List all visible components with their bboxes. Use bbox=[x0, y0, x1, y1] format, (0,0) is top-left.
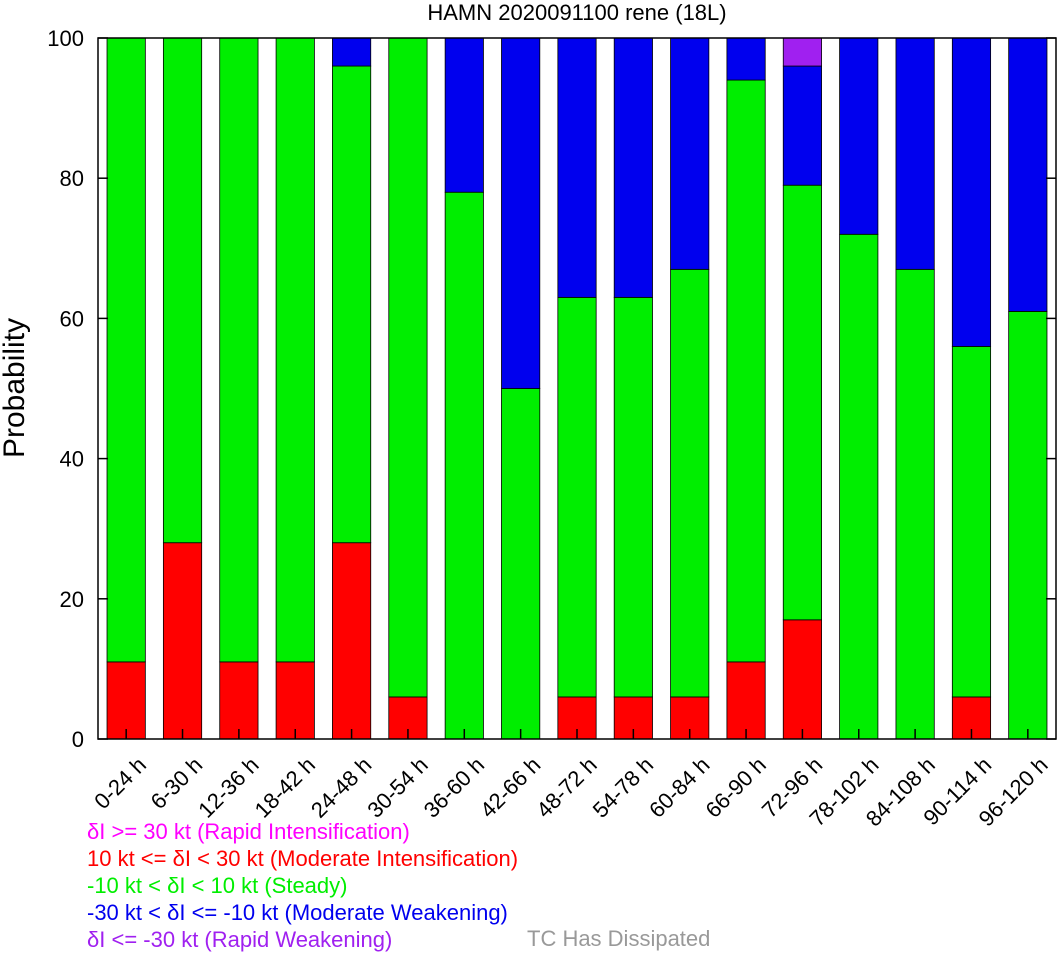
bar-segment-8-1 bbox=[557, 296, 597, 698]
bar-segment-5-1 bbox=[388, 37, 428, 698]
legend-item-rapid-weakening: δI <= -30 kt (Rapid Weakening) bbox=[87, 927, 393, 952]
x-tick-label-8: 48-72 h bbox=[531, 752, 601, 822]
legend: δI >= 30 kt (Rapid Intensification) 10 k… bbox=[87, 818, 518, 953]
x-tick-label-5: 30-54 h bbox=[362, 752, 432, 822]
bar-segment-13-1 bbox=[839, 233, 879, 740]
bar-segment-4-1 bbox=[332, 65, 372, 544]
bar-segment-12-3 bbox=[782, 37, 822, 67]
bar-segment-7-2 bbox=[501, 37, 541, 389]
legend-item-moderate-intensification: 10 kt <= δI < 30 kt (Moderate Intensific… bbox=[87, 846, 519, 871]
bar-segment-11-0 bbox=[726, 661, 766, 740]
y-tick-label-100: 100 bbox=[47, 26, 84, 51]
y-tick-label-40: 40 bbox=[60, 447, 84, 472]
bar-segment-0-1 bbox=[106, 37, 146, 663]
y-tick-label-0: 0 bbox=[72, 727, 84, 752]
x-tick-label-10: 60-84 h bbox=[644, 752, 714, 822]
y-tick-label-80: 80 bbox=[60, 166, 84, 191]
bar-segment-4-0 bbox=[332, 542, 372, 740]
plot-frame bbox=[97, 37, 1057, 740]
bar-segment-16-2 bbox=[1008, 37, 1048, 312]
bar-segment-9-2 bbox=[613, 37, 653, 298]
x-tick-label-7: 42-66 h bbox=[475, 752, 545, 822]
bar-segment-2-0 bbox=[219, 661, 259, 740]
bar-segment-16-1 bbox=[1008, 310, 1048, 740]
legend-item-dissipated: TC Has Dissipated bbox=[527, 926, 711, 951]
bar-segment-8-2 bbox=[557, 37, 597, 298]
bar-segment-0-0 bbox=[106, 661, 146, 740]
bar-segment-12-2 bbox=[782, 65, 822, 186]
x-tick-label-9: 54-78 h bbox=[588, 752, 658, 822]
bar-segment-10-1 bbox=[670, 268, 710, 698]
bar-segment-11-1 bbox=[726, 79, 766, 663]
legend-item-steady: -10 kt < δI < 10 kt (Steady) bbox=[87, 873, 348, 898]
y-tick-label-60: 60 bbox=[60, 306, 84, 331]
bar-segment-3-0 bbox=[275, 661, 315, 740]
bar-segment-2-1 bbox=[219, 37, 259, 663]
bar-segment-14-2 bbox=[895, 37, 935, 270]
bar-segment-12-0 bbox=[782, 619, 822, 740]
bars-group bbox=[106, 37, 1048, 740]
x-tick-label-6: 36-60 h bbox=[419, 752, 489, 822]
bar-segment-6-1 bbox=[444, 191, 484, 740]
bar-segment-15-2 bbox=[951, 37, 992, 347]
bar-segment-9-1 bbox=[613, 296, 653, 698]
y-tick-label-20: 20 bbox=[60, 587, 84, 612]
bar-segment-12-1 bbox=[782, 184, 822, 621]
bar-segment-6-2 bbox=[444, 37, 484, 193]
bar-segment-3-1 bbox=[275, 37, 315, 663]
bar-segment-13-2 bbox=[839, 37, 879, 235]
bar-segment-1-0 bbox=[162, 542, 203, 740]
legend-item-moderate-weakening: -30 kt < δI <= -10 kt (Moderate Weakenin… bbox=[87, 900, 508, 925]
bar-segment-7-1 bbox=[501, 388, 541, 740]
bar-segment-10-2 bbox=[670, 37, 710, 270]
chart-title: HAMN 2020091100 rene (18L) bbox=[427, 0, 726, 25]
y-axis-label: Probability bbox=[0, 318, 31, 458]
x-tick-label-3: 18-42 h bbox=[250, 752, 320, 822]
bar-segment-11-2 bbox=[726, 37, 766, 81]
x-ticks-group: 0-24 h6-30 h12-36 h18-42 h24-48 h30-54 h… bbox=[89, 729, 1053, 831]
x-tick-label-11: 66-90 h bbox=[700, 752, 770, 822]
bar-segment-4-2 bbox=[332, 37, 372, 67]
bar-segment-15-1 bbox=[951, 346, 992, 698]
legend-item-rapid-intensification: δI >= 30 kt (Rapid Intensification) bbox=[87, 819, 410, 844]
x-tick-label-0: 0-24 h bbox=[89, 752, 151, 814]
x-tick-label-4: 24-48 h bbox=[306, 752, 376, 822]
x-tick-label-2: 12-36 h bbox=[193, 752, 263, 822]
bar-segment-14-1 bbox=[895, 268, 935, 740]
bar-segment-1-1 bbox=[162, 37, 203, 544]
